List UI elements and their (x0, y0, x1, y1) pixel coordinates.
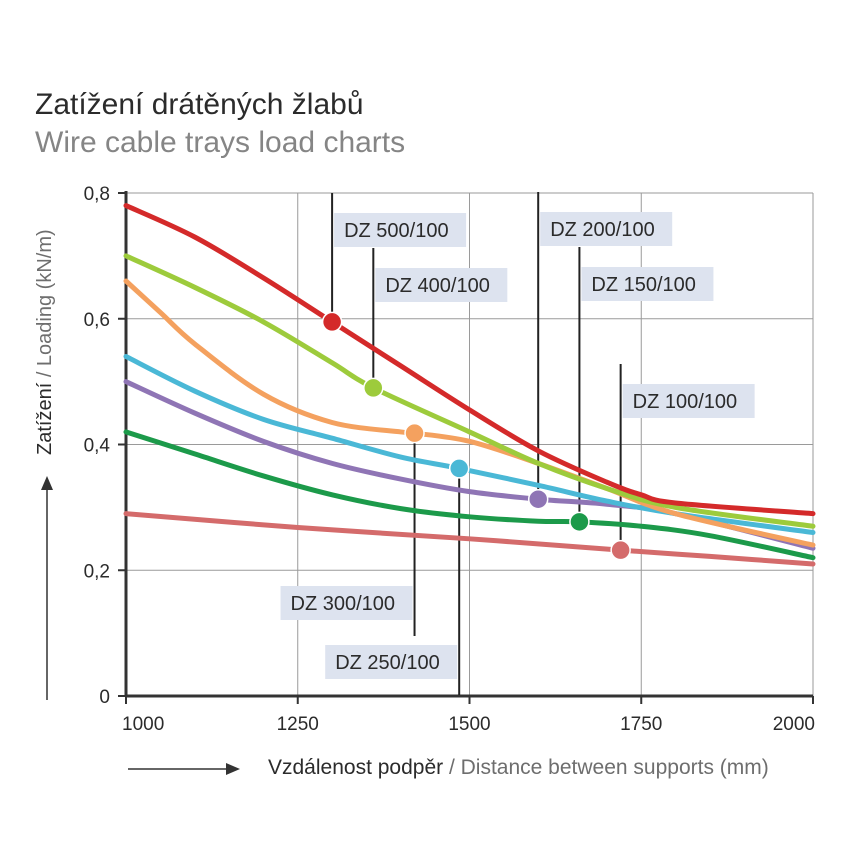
axes (118, 191, 814, 704)
annotation-label-dz-100-100: DZ 100/100 (633, 391, 738, 413)
series-lines (123, 203, 816, 567)
chart-title: Zatížení drátěných žlabů (35, 88, 364, 121)
series-line-dz-150-100 (123, 429, 816, 561)
x-direction-arrow-head (226, 763, 240, 775)
y-direction-arrow-head (41, 476, 53, 490)
x-axis-label: Vzdálenost podpěr / Distance between sup… (268, 756, 769, 780)
annotation-label-dz-500-100: DZ 500/100 (344, 220, 449, 242)
y-axis-label-cz: Zatížení (34, 382, 56, 455)
series-marker-dz-100-100 (610, 539, 631, 561)
annotation-label-dz-400-100: DZ 400/100 (385, 275, 490, 297)
series-marker-dz-200-100 (527, 488, 549, 510)
x-axis-label-cz: Vzdálenost podpěr (268, 756, 444, 779)
x-tick-label: 1250 (277, 714, 319, 735)
axis-arrows (41, 476, 240, 775)
y-tick-label: 0,4 (84, 436, 111, 457)
series-line-dz-400-100 (123, 253, 816, 529)
series-marker-dz-400-100 (363, 377, 384, 399)
x-tick-label: 1500 (448, 714, 490, 735)
annotation-label-dz-300-100: DZ 300/100 (291, 593, 396, 615)
x-tick-label: 1000 (122, 714, 164, 735)
series-line-dz-250-100 (123, 353, 816, 536)
y-tick-label: 0 (99, 687, 110, 708)
annotation-box-dz-100-100 (622, 384, 755, 418)
y-axis-label-en: / Loading (kN/m) (34, 229, 56, 383)
chart-subtitle: Wire cable trays load charts (35, 126, 406, 159)
grid-lines (126, 192, 814, 696)
annotation-box-dz-500-100 (334, 213, 467, 247)
series-line-dz-500-100 (123, 203, 816, 517)
annotation-labels: DZ 500/100 DZ 400/100 DZ 300/100 DZ 250/100… (280, 212, 755, 679)
annotation-label-dz-200-100: DZ 200/100 (550, 219, 655, 241)
annotation-box-dz-400-100 (375, 268, 508, 302)
series-marker-dz-500-100 (321, 311, 343, 333)
annotation-box-dz-150-100 (581, 267, 714, 301)
annotation-box-dz-250-100 (325, 645, 458, 679)
annotation-box-dz-200-100 (540, 212, 673, 246)
y-tick-label: 0,6 (84, 310, 110, 331)
x-tick-label: 1750 (620, 714, 662, 735)
y-tick-label: 0,8 (84, 184, 110, 205)
annotation-box-dz-300-100 (280, 586, 413, 620)
x-axis-label-en: / Distance between supports (mm) (443, 756, 769, 779)
tick-labels: 0 0,2 0,4 0,6 0,8 1000 1250 1500 1750 2000 (84, 184, 815, 735)
annotation-leaders (331, 192, 622, 695)
series-line-dz-100-100 (123, 511, 816, 567)
y-tick-label: 0,2 (84, 561, 110, 582)
x-tick-label: 2000 (773, 714, 815, 735)
series-marker-dz-250-100 (448, 458, 470, 479)
series-marker-dz-150-100 (569, 511, 590, 533)
annotation-label-dz-150-100: DZ 150/100 (591, 274, 696, 296)
series-markers (321, 311, 631, 561)
series-marker-dz-300-100 (404, 422, 425, 444)
annotation-label-dz-250-100: DZ 250/100 (335, 652, 440, 674)
